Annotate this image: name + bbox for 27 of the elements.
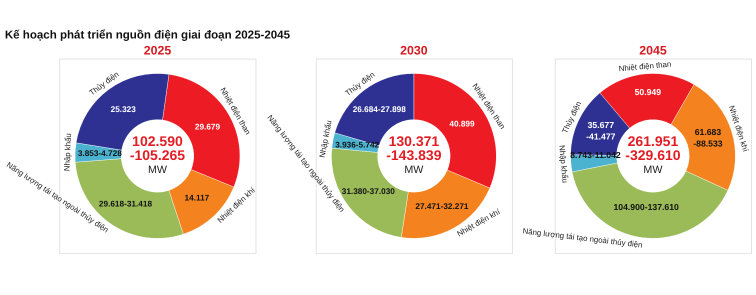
data-label: 40.899: [449, 120, 475, 129]
data-label: 31.380-37.030: [342, 186, 396, 196]
text: 35.677 -41.477: [586, 120, 616, 142]
text: 130.371: [388, 133, 440, 150]
data-label: 26.684-27.898: [352, 105, 406, 114]
text: MW: [643, 164, 664, 176]
text: -105.265: [130, 147, 186, 164]
data-label: 8.743-11.042: [570, 150, 621, 160]
chart-title: Kế hoạch phát triển nguồn điện giai đoạn 2025-2045: [4, 28, 291, 42]
chart-subtitle: 2030: [400, 44, 428, 58]
data-label: 14.117: [184, 194, 210, 203]
text: 261.951: [628, 133, 678, 150]
data-label: 3.853-4.728: [78, 148, 122, 158]
text: 61.683 -88.533: [693, 127, 723, 149]
data-label: 50.949: [634, 87, 662, 98]
data-label: 29.679: [194, 122, 221, 132]
data-label: 25.323: [110, 104, 136, 114]
chart-subtitle: 2045: [639, 44, 667, 58]
text: MW: [148, 164, 168, 176]
text: -329.610: [625, 147, 681, 164]
data-label: 27.471-32.271: [415, 202, 469, 211]
data-label: 104.900-137.610: [613, 202, 680, 212]
text: -143.839: [386, 147, 442, 164]
text: 102.590: [132, 133, 183, 150]
chart-subtitle: 2025: [144, 44, 172, 58]
text: MW: [404, 164, 424, 176]
data-label: 29.618-31.418: [98, 199, 152, 208]
